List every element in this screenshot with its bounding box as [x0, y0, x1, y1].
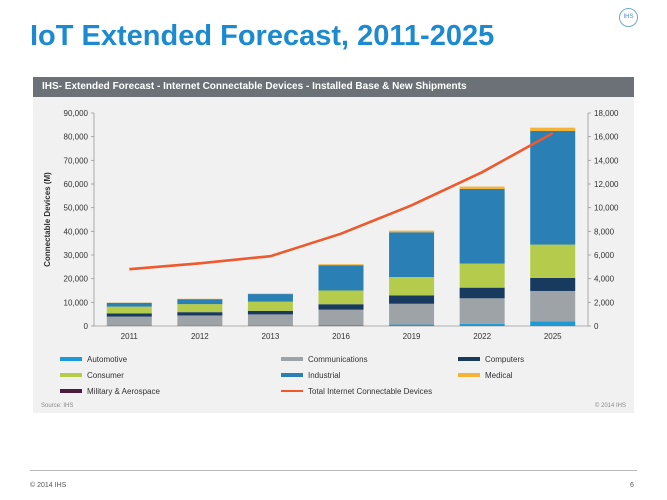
legend-label: Total Internet Connectable Devices	[308, 387, 433, 396]
bar-segment-communications	[530, 290, 576, 322]
footer-copyright: © 2014 IHS	[30, 482, 67, 489]
bar-segment-medical	[318, 264, 364, 266]
y-tick-label: 90,000	[64, 109, 89, 118]
chart-header: IHS- Extended Forecast - Internet Connec…	[33, 77, 634, 97]
bar-segment-consumer	[530, 244, 576, 278]
source-note: Source: IHS	[41, 403, 74, 409]
bar-segment-consumer	[389, 277, 435, 296]
x-tick-label: 2013	[262, 332, 280, 341]
bar-segment-consumer	[106, 306, 152, 314]
bar-segment-consumer	[318, 290, 364, 305]
legend-swatch	[458, 357, 480, 361]
bar-segment-automotive	[530, 321, 576, 326]
chart-legend: Automotive Communications Computers Consume…	[33, 77, 634, 413]
bar-segment-medical	[389, 230, 435, 233]
y2-tick-label: 4,000	[594, 275, 615, 284]
legend-label: Automotive	[87, 355, 128, 364]
page-number: 6	[630, 482, 634, 489]
ihs-logo-icon: IHS	[619, 8, 638, 27]
bar-segment-consumer	[459, 263, 505, 288]
total-devices-line	[129, 131, 554, 271]
bar-segment-computers	[459, 287, 505, 299]
legend-swatch	[281, 357, 303, 361]
y2-tick-label: 18,000	[594, 109, 619, 118]
legend-label: Consumer	[87, 371, 124, 380]
y2-tick-label: 10,000	[594, 204, 619, 213]
bar-segment-communications	[106, 316, 152, 326]
y2-tick-label: 14,000	[594, 156, 619, 165]
y-tick-label: 10,000	[64, 298, 89, 307]
bar-segment-industrial	[389, 232, 435, 278]
y-tick-label: 60,000	[64, 180, 89, 189]
bar-segment-industrial	[247, 294, 293, 302]
y-axis-title: Connectable Devices (M)	[43, 172, 52, 267]
bar-segment-industrial	[459, 188, 505, 264]
bar-segment-communications	[389, 303, 435, 325]
y2-tick-label: 12,000	[594, 180, 619, 189]
bar-segment-computers	[247, 310, 293, 315]
x-tick-label: 2022	[473, 332, 491, 341]
bar-segment-industrial	[106, 302, 152, 307]
x-tick-label: 2025	[544, 332, 562, 341]
x-tick-label: 2019	[403, 332, 421, 341]
x-tick-label: 2012	[191, 332, 209, 341]
panel-copyright: © 2014 IHS	[594, 403, 626, 409]
y-tick-label: 80,000	[64, 133, 89, 142]
chart-header-title: IHS- Extended Forecast - Internet Connec…	[42, 81, 467, 92]
y2-tick-label: 0	[594, 322, 599, 331]
legend-swatch	[60, 373, 82, 377]
legend-swatch	[281, 373, 303, 377]
bar-segment-automotive	[318, 325, 364, 326]
legend-swatch	[60, 389, 82, 393]
legend-label: Industrial	[308, 371, 341, 380]
legend-label: Computers	[485, 355, 525, 364]
footer-divider	[30, 470, 637, 471]
y2-tick-label: 2,000	[594, 298, 615, 307]
bar-segment-computers	[318, 304, 364, 310]
chart-panel: IHS- Extended Forecast - Internet Connec…	[33, 77, 634, 413]
x-tick-label: 2011	[121, 332, 139, 341]
bar-segment-automotive	[389, 324, 435, 326]
bar-segment-communications	[459, 298, 505, 324]
bar-segment-computers	[106, 313, 152, 317]
bar-segment-automotive	[247, 325, 293, 326]
bar-segment-communications	[177, 315, 223, 326]
y2-tick-label: 16,000	[594, 133, 619, 142]
bar-segment-computers	[530, 277, 576, 291]
y-tick-label: 70,000	[64, 156, 89, 165]
legend-label: Communications	[308, 355, 368, 364]
x-tick-label: 2016	[332, 332, 350, 341]
bar-segment-computers	[177, 312, 223, 316]
legend-swatch	[281, 390, 303, 392]
bar-segment-automotive	[177, 325, 223, 326]
legend-swatch	[458, 373, 480, 377]
bar-segment-communications	[247, 314, 293, 326]
y-tick-label: 0	[84, 322, 89, 331]
bar-segment-industrial	[318, 265, 364, 291]
bar-segment-medical	[459, 186, 505, 189]
bar-segment-industrial	[530, 130, 576, 245]
bar-segment-consumer	[177, 304, 223, 313]
stacked-bar-chart: 0 10,000 20,000 30,000 40,000 50,000 60,000 70,…	[43, 109, 619, 341]
bar-segment-consumer	[247, 301, 293, 311]
y-tick-label: 50,000	[64, 204, 89, 213]
y-tick-label: 30,000	[64, 251, 89, 260]
bar-segment-medical	[530, 127, 576, 131]
bar-segment-computers	[389, 295, 435, 304]
legend-label: Military & Aerospace	[87, 387, 160, 396]
y2-tick-label: 8,000	[594, 227, 615, 236]
bar-segment-communications	[318, 309, 364, 326]
legend-label: Medical	[485, 371, 513, 380]
legend-swatch	[60, 357, 82, 361]
y-tick-label: 40,000	[64, 227, 89, 236]
bar-segment-automotive	[459, 323, 505, 326]
slide-title: IoT Extended Forecast, 2011-2025	[30, 20, 495, 52]
bar-segment-industrial	[177, 299, 223, 305]
y-tick-label: 20,000	[64, 275, 89, 284]
y2-tick-label: 6,000	[594, 251, 615, 260]
